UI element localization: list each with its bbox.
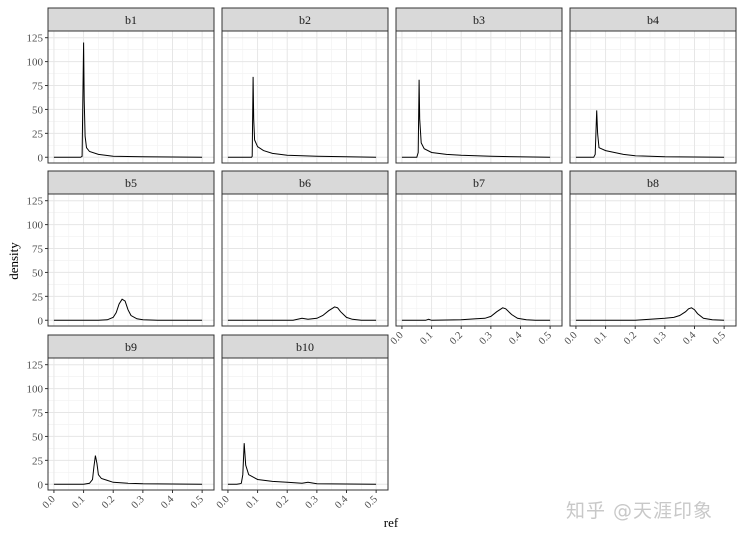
panel-border xyxy=(569,193,737,327)
facet-strip-label: b1 xyxy=(125,13,137,27)
panel-background xyxy=(396,194,562,326)
panel-border xyxy=(47,357,215,491)
panel-background xyxy=(48,194,214,326)
panel-background xyxy=(222,194,388,326)
facet-panel-b5: b5 0 25 50 75 100 125 xyxy=(27,170,215,327)
panel-background xyxy=(222,31,388,163)
facet-panel-b1: b1 0 25 50 75 100 125 xyxy=(27,7,215,164)
facet-strip-label: b2 xyxy=(299,13,311,27)
density-line-b4 xyxy=(575,110,725,158)
x-tick-label: 0.0 xyxy=(41,494,58,511)
x-axis-title: ref xyxy=(384,515,399,530)
x-tick-label: 0.5 xyxy=(537,330,554,347)
panel-background xyxy=(396,31,562,163)
y-tick-label: 0 xyxy=(38,152,44,164)
facet-strip-label: b3 xyxy=(473,13,485,27)
panel-border xyxy=(221,30,389,164)
panel-border xyxy=(395,193,563,327)
y-tick-label: 100 xyxy=(27,220,44,232)
facet-panel-b3: b3 xyxy=(395,7,563,164)
x-tick-label: 0.5 xyxy=(363,494,380,511)
density-line-b3 xyxy=(401,79,551,158)
y-tick-label: 25 xyxy=(32,128,44,140)
density-line-b2 xyxy=(227,76,377,158)
panel-border xyxy=(395,30,563,164)
panel-background xyxy=(48,358,214,490)
y-tick-label: 75 xyxy=(32,244,44,256)
y-tick-label: 100 xyxy=(27,57,44,69)
density-line-b1 xyxy=(53,42,203,158)
panel-background xyxy=(570,31,736,163)
y-tick-label: 75 xyxy=(32,81,44,93)
x-tick-label: 0.4 xyxy=(681,330,699,348)
panel-border xyxy=(569,30,737,164)
panel-border xyxy=(221,357,389,491)
x-tick-label: 0.4 xyxy=(507,330,525,348)
y-tick-label: 50 xyxy=(32,104,44,116)
x-tick-label: 0.5 xyxy=(711,330,728,347)
facet-strip-label: b6 xyxy=(299,176,311,190)
y-axis-title: density xyxy=(6,242,21,280)
x-tick-label: 0.1 xyxy=(592,330,609,347)
facet-panel-b9: b9 0 25 50 75 100 125 0.0 0.1 0.2 0.3 0.4 0.5 xyxy=(27,334,215,512)
facet-strip-label: b5 xyxy=(125,176,137,190)
y-tick-label: 125 xyxy=(27,196,44,208)
density-line-b10 xyxy=(227,443,377,485)
panel-background xyxy=(570,194,736,326)
panel-border xyxy=(47,30,215,164)
y-tick-label: 0 xyxy=(38,315,44,327)
x-tick-label: 0.3 xyxy=(652,330,669,347)
density-line-b6 xyxy=(227,306,377,321)
density-line-b7 xyxy=(401,307,551,321)
facet-panel-b8: b8 0.0 0.1 0.2 0.3 0.4 0.5 xyxy=(563,170,737,348)
panel-background xyxy=(48,31,214,163)
facet-panel-b4: b4 xyxy=(569,7,737,164)
y-tick-label: 100 xyxy=(27,384,44,396)
y-tick-label: 125 xyxy=(27,33,44,45)
panel-background xyxy=(222,358,388,490)
x-tick-label: 0.1 xyxy=(70,494,87,511)
y-tick-label: 50 xyxy=(32,267,44,279)
x-tick-label: 0.4 xyxy=(159,494,177,512)
facet-panel-b6: b6 xyxy=(221,170,389,327)
x-tick-label: 0.0 xyxy=(389,330,406,347)
x-tick-label: 0.4 xyxy=(333,494,351,512)
x-tick-label: 0.1 xyxy=(244,494,261,511)
panel-border xyxy=(47,193,215,327)
x-tick-label: 0.2 xyxy=(100,494,117,511)
y-tick-label: 0 xyxy=(38,479,44,491)
x-tick-label: 0.1 xyxy=(418,330,435,347)
facet-panel-b10: b10 0.0 0.1 0.2 0.3 0.4 0.5 xyxy=(215,334,389,512)
watermark: 知乎 @天涯印象 xyxy=(566,500,714,522)
facet-panel-b7: b7 0.0 0.1 0.2 0.3 0.4 0.5 xyxy=(389,170,563,348)
density-line-b9 xyxy=(53,455,203,485)
x-tick-label: 0.2 xyxy=(448,330,465,347)
x-tick-label: 0.0 xyxy=(563,330,580,347)
y-tick-label: 25 xyxy=(32,455,44,467)
x-tick-label: 0.3 xyxy=(478,330,495,347)
facet-strip-label: b7 xyxy=(473,176,485,190)
x-tick-label: 0.5 xyxy=(189,494,206,511)
facet-strip-label: b8 xyxy=(647,176,659,190)
density-line-b8 xyxy=(575,307,725,321)
x-tick-label: 0.0 xyxy=(215,494,232,511)
y-tick-label: 125 xyxy=(27,360,44,372)
facet-strip-label: b4 xyxy=(647,13,659,27)
panel-border xyxy=(221,193,389,327)
y-tick-label: 25 xyxy=(32,291,44,303)
x-tick-label: 0.2 xyxy=(622,330,639,347)
facet-strip-label: b10 xyxy=(296,340,314,354)
facet-strip-label: b9 xyxy=(125,340,137,354)
facet-panel-b2: b2 xyxy=(221,7,389,164)
x-tick-label: 0.3 xyxy=(130,494,147,511)
density-line-b5 xyxy=(53,298,203,321)
x-tick-label: 0.2 xyxy=(274,494,291,511)
x-tick-label: 0.3 xyxy=(304,494,321,511)
y-tick-label: 75 xyxy=(32,408,44,420)
y-tick-label: 50 xyxy=(32,431,44,443)
